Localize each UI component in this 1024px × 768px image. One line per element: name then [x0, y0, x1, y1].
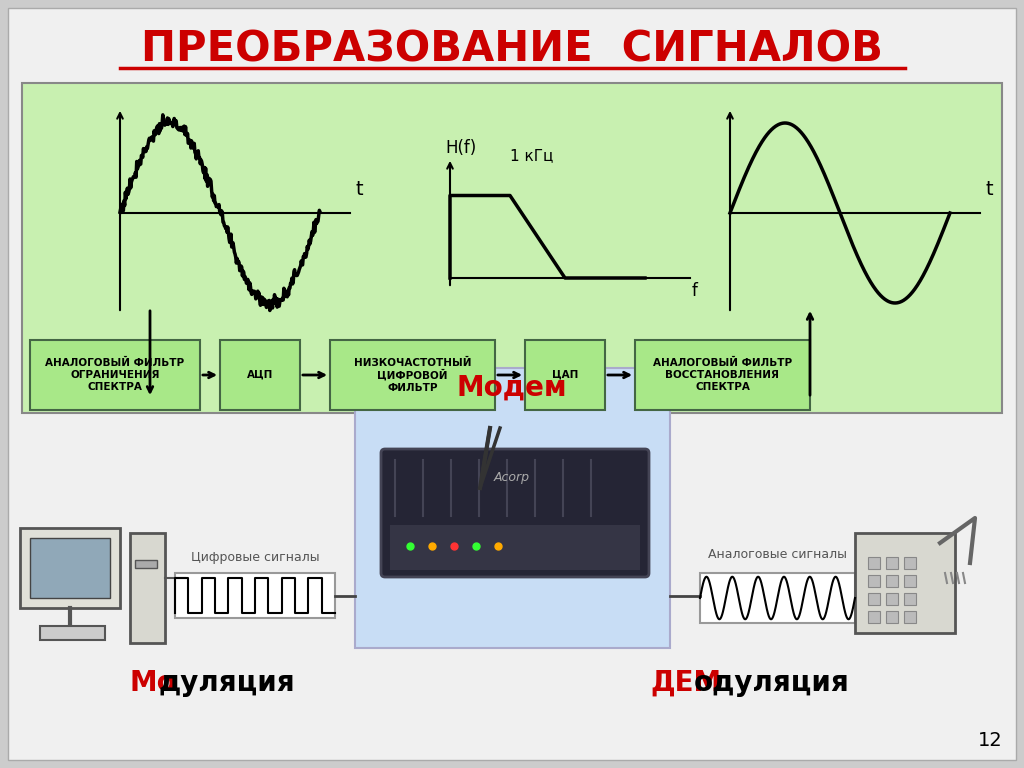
Bar	[868, 593, 880, 605]
Bar	[904, 557, 916, 569]
Bar	[868, 575, 880, 587]
Bar	[868, 611, 880, 623]
Bar	[30, 538, 110, 598]
Bar	[855, 533, 955, 633]
Text: НИЗКОЧАСТОТНЫЙ
ЦИФРОВОЙ
ФИЛЬТР: НИЗКОЧАСТОТНЫЙ ЦИФРОВОЙ ФИЛЬТР	[353, 357, 471, 392]
Bar	[635, 340, 810, 410]
Text: 12: 12	[978, 730, 1002, 750]
Bar	[886, 593, 898, 605]
Text: t: t	[355, 180, 362, 199]
Bar	[330, 340, 495, 410]
Bar	[525, 340, 605, 410]
Bar	[886, 611, 898, 623]
Bar	[135, 560, 157, 568]
Bar	[30, 340, 200, 410]
Bar	[904, 575, 916, 587]
Bar	[904, 611, 916, 623]
Text: Цифровые сигналы: Цифровые сигналы	[190, 551, 319, 564]
Bar	[355, 368, 670, 648]
Text: Модем: Модем	[457, 374, 567, 402]
Bar	[40, 626, 105, 640]
Text: H(f): H(f)	[445, 139, 476, 157]
Text: ДЕМ: ДЕМ	[650, 669, 721, 697]
Bar	[868, 557, 880, 569]
Text: Acorp: Acorp	[494, 472, 530, 485]
Text: t: t	[985, 180, 992, 199]
Text: АЦП: АЦП	[247, 370, 273, 380]
Bar	[20, 528, 120, 608]
Bar	[700, 573, 855, 623]
Text: АНАЛОГОВЫЙ ФИЛЬТР
ОГРАНИЧЕНИЯ
СПЕКТРА: АНАЛОГОВЫЙ ФИЛЬТР ОГРАНИЧЕНИЯ СПЕКТРА	[45, 359, 184, 392]
Text: АНАЛОГОВЫЙ ФИЛЬТР
ВОССТАНОВЛЕНИЯ
СПЕКТРА: АНАЛОГОВЫЙ ФИЛЬТР ВОССТАНОВЛЕНИЯ СПЕКТРА	[653, 359, 792, 392]
Text: Мо: Мо	[130, 669, 177, 697]
Bar	[886, 557, 898, 569]
Text: f: f	[692, 282, 698, 300]
Text: ЦАП: ЦАП	[552, 370, 579, 380]
Text: ПРЕОБРАЗОВАНИЕ  СИГНАЛОВ: ПРЕОБРАЗОВАНИЕ СИГНАЛОВ	[141, 29, 883, 71]
Bar	[130, 533, 165, 643]
Bar	[390, 525, 640, 570]
Text: Аналоговые сигналы: Аналоговые сигналы	[708, 548, 847, 561]
Text: дуляция: дуляция	[158, 669, 295, 697]
Text: одуляция: одуляция	[694, 669, 850, 697]
FancyBboxPatch shape	[381, 449, 649, 577]
Text: 1 кГц: 1 кГц	[510, 148, 553, 163]
Bar	[886, 575, 898, 587]
Bar	[22, 83, 1002, 413]
Bar	[904, 593, 916, 605]
Bar	[220, 340, 300, 410]
Bar	[175, 573, 335, 618]
